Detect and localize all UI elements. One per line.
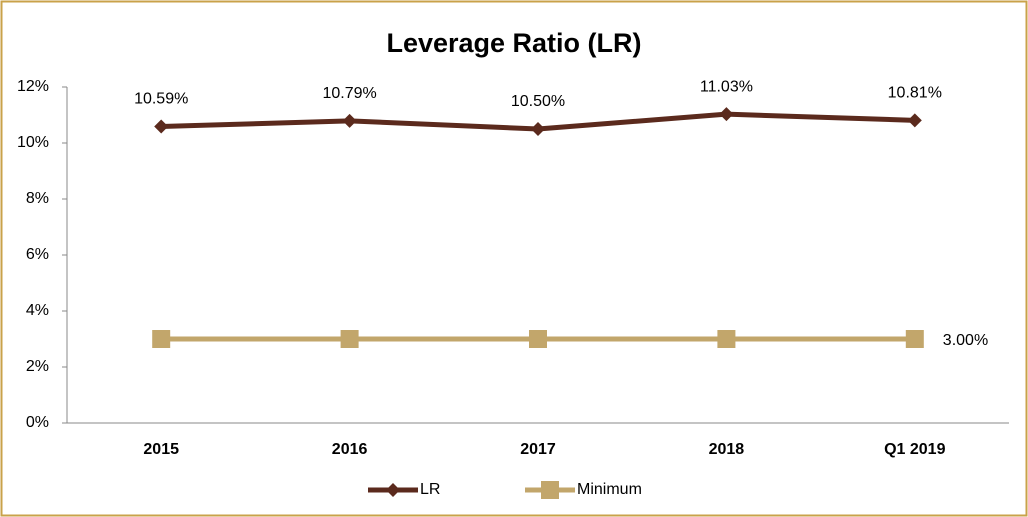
y-tick-label: 6%	[26, 246, 49, 263]
data-label: 3.00%	[943, 332, 988, 349]
y-tick-label: 2%	[26, 358, 49, 375]
data-point	[154, 119, 169, 134]
x-tick-label: 2016	[332, 441, 368, 458]
y-tick-label: 0%	[26, 414, 49, 431]
legend-label: LR	[420, 481, 440, 498]
y-tick-label: 10%	[17, 134, 49, 151]
chart-title: Leverage Ratio (LR)	[386, 28, 641, 58]
data-point	[152, 330, 171, 348]
data-label: 10.81%	[888, 85, 942, 102]
data-point	[531, 122, 545, 136]
legend-label: Minimum	[577, 481, 642, 498]
data-point	[529, 330, 547, 348]
y-tick-label: 8%	[26, 190, 49, 207]
x-tick-label: Q1 2019	[884, 441, 945, 458]
data-point	[905, 330, 924, 348]
legend-marker	[386, 483, 400, 497]
data-point	[342, 113, 357, 128]
legend-marker	[541, 481, 559, 499]
data-label: 10.50%	[511, 93, 565, 110]
data-label: 10.79%	[322, 85, 376, 102]
data-point	[717, 330, 736, 348]
y-tick-label: 12%	[17, 78, 49, 95]
x-tick-label: 2018	[709, 441, 745, 458]
x-tick-label: 2015	[143, 441, 179, 458]
x-tick-label: 2017	[520, 441, 556, 458]
data-point	[340, 330, 359, 348]
data-point	[907, 113, 922, 128]
data-label: 11.03%	[700, 78, 753, 95]
y-tick-label: 4%	[26, 302, 49, 319]
data-point	[719, 107, 734, 122]
data-label: 10.59%	[134, 91, 188, 108]
